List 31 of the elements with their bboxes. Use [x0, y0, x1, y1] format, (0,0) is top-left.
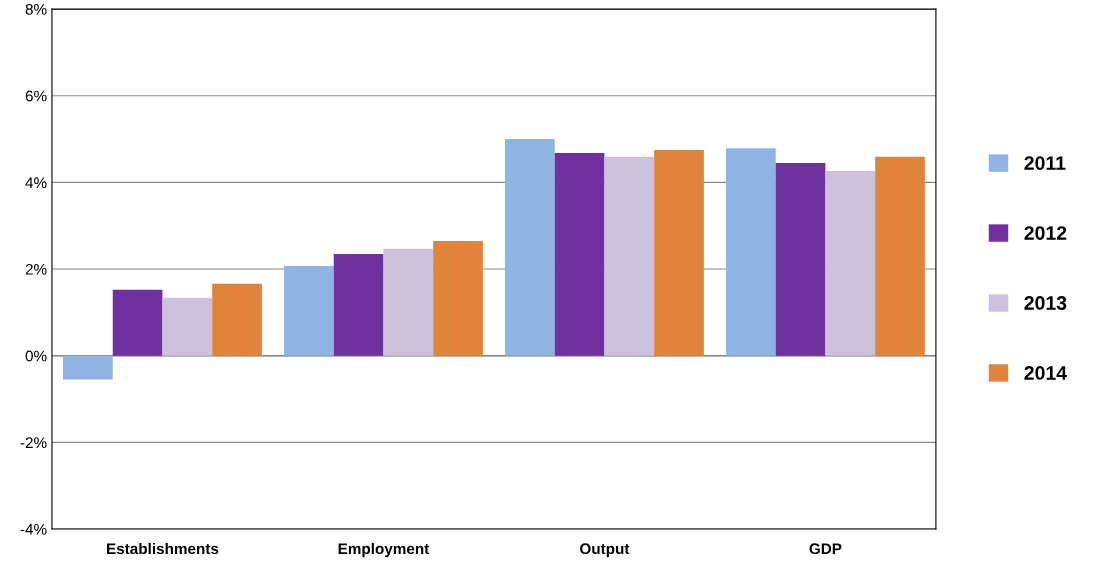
bar: [554, 152, 605, 356]
legend-label: 2011: [1024, 156, 1066, 170]
bar: [654, 149, 704, 356]
bar: [875, 156, 925, 356]
bar: [212, 283, 262, 356]
bar: [725, 148, 776, 356]
legend-label: 2014: [1024, 366, 1067, 380]
x-tick-label: GDP: [809, 543, 842, 555]
bar: [604, 156, 655, 356]
y-tick-label: 6%: [25, 90, 47, 102]
bar: [504, 139, 555, 356]
y-tick-label: 0%: [25, 350, 47, 362]
bar: [333, 253, 384, 356]
x-tick-label: Output: [580, 543, 630, 558]
legend-label: 2012: [1024, 226, 1067, 240]
bar: [775, 162, 826, 356]
y-tick-label: 4%: [25, 177, 47, 189]
y-tick-label: 2%: [25, 263, 47, 275]
bar: [433, 240, 483, 356]
x-tick-label: Employment: [338, 542, 430, 558]
legend-label: 2013: [1024, 296, 1067, 310]
y-tick-label: -2%: [20, 437, 47, 448]
y-tick-label: -4%: [20, 523, 47, 535]
bar: [825, 171, 876, 356]
bar: [383, 248, 434, 356]
y-tick-label: 8%: [25, 3, 47, 15]
bar: [162, 297, 213, 356]
x-tick-label: Establishments: [107, 542, 219, 555]
bar: [63, 355, 113, 380]
bar: [284, 266, 334, 356]
bar: [112, 289, 163, 356]
